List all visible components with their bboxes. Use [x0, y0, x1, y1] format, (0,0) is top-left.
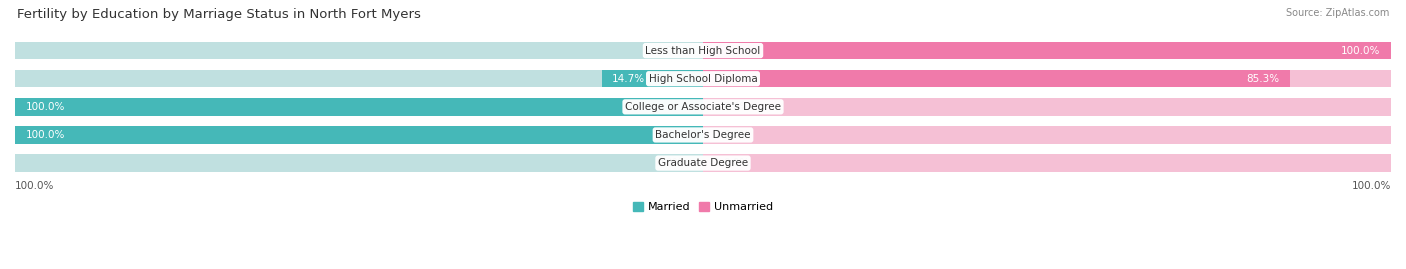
Text: 14.7%: 14.7% [612, 74, 645, 84]
Bar [703, 42, 1391, 59]
Bar [15, 154, 703, 172]
Text: 0.0%: 0.0% [724, 158, 749, 168]
Bar [703, 42, 1391, 59]
Text: 0.0%: 0.0% [724, 102, 749, 112]
Text: 0.0%: 0.0% [657, 158, 682, 168]
Text: Source: ZipAtlas.com: Source: ZipAtlas.com [1285, 8, 1389, 18]
Legend: Married, Unmarried: Married, Unmarried [628, 197, 778, 217]
Bar [703, 70, 1289, 87]
Bar [602, 70, 703, 87]
Text: Less than High School: Less than High School [645, 45, 761, 56]
Text: 100.0%: 100.0% [15, 181, 55, 191]
Bar [703, 154, 1391, 172]
Bar [15, 126, 703, 144]
Text: 0.0%: 0.0% [657, 45, 682, 56]
Bar [703, 98, 1391, 116]
Text: College or Associate's Degree: College or Associate's Degree [626, 102, 780, 112]
Text: 100.0%: 100.0% [1351, 181, 1391, 191]
Text: Fertility by Education by Marriage Status in North Fort Myers: Fertility by Education by Marriage Statu… [17, 8, 420, 21]
Bar [703, 126, 1391, 144]
Bar [15, 98, 703, 116]
Text: 100.0%: 100.0% [25, 102, 65, 112]
Bar [15, 70, 703, 87]
Bar [703, 70, 1391, 87]
Text: 85.3%: 85.3% [1246, 74, 1279, 84]
Text: 100.0%: 100.0% [25, 130, 65, 140]
Text: Bachelor's Degree: Bachelor's Degree [655, 130, 751, 140]
Text: High School Diploma: High School Diploma [648, 74, 758, 84]
Bar [15, 42, 703, 59]
Text: 0.0%: 0.0% [724, 130, 749, 140]
Bar [15, 98, 703, 116]
Bar [15, 126, 703, 144]
Text: 100.0%: 100.0% [1341, 45, 1381, 56]
Text: Graduate Degree: Graduate Degree [658, 158, 748, 168]
